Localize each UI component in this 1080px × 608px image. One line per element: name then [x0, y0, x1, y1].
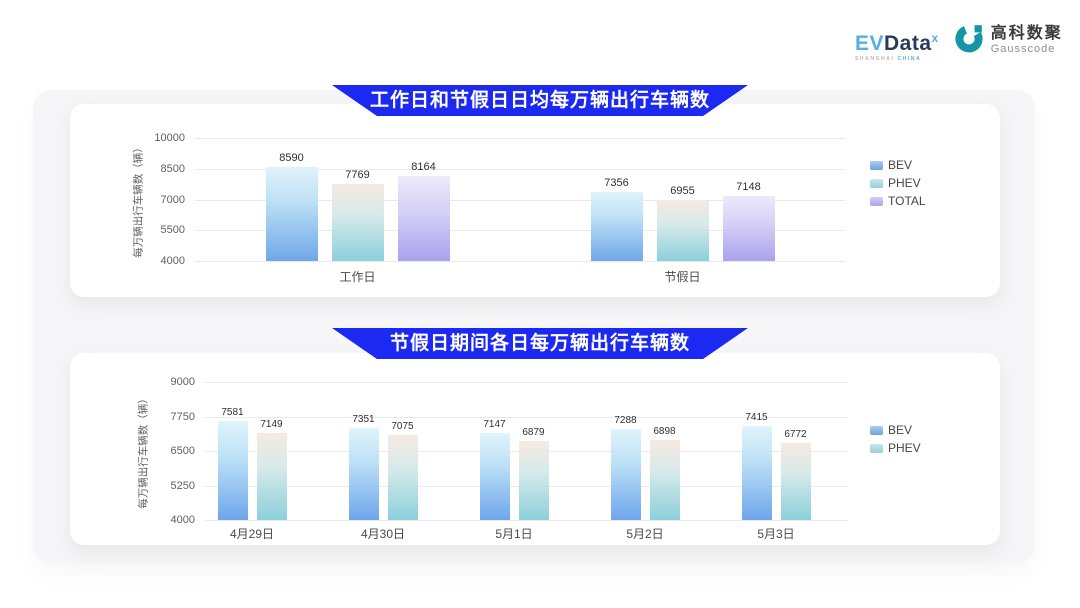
bar-value-label: 8590	[279, 151, 304, 164]
y-tick-label: 8500	[160, 162, 185, 175]
legend-item-total[interactable]: TOTAL	[870, 194, 926, 208]
bar-value-label: 7581	[221, 407, 244, 419]
gausscode-logo: 高科数聚 Gausscode	[953, 22, 1063, 59]
bar-value-label: 7147	[483, 419, 506, 431]
evdata-subtitle: SHANGHAI CHINA	[855, 56, 939, 62]
legend-label: BEV	[888, 158, 913, 172]
legend-label: TOTAL	[888, 194, 926, 208]
bar-value-label: 7148	[736, 181, 761, 194]
phev-bar[interactable]	[649, 440, 680, 520]
chart1-title-banner: 工作日和节假日日均每万辆出行车辆数	[332, 85, 748, 116]
legend-label: BEV	[888, 423, 913, 437]
header-logos: EVDatax SHANGHAI CHINA 高科数聚 Gausscode	[855, 22, 1063, 62]
gridline	[195, 168, 845, 170]
y-tick-label: 10000	[154, 132, 185, 144]
x-category-label: 节假日	[664, 270, 701, 284]
chart1-card: 4000 5500 7000 8500 10000 每万辆出行车辆数（辆） 8590 7769…	[70, 104, 1000, 297]
legend-swatch-phev	[870, 178, 883, 188]
gausscode-cn-name: 高科数聚	[990, 25, 1063, 42]
phev-bar[interactable]	[387, 435, 418, 520]
x-category-label: 5月1日	[495, 527, 533, 541]
bev-bar[interactable]	[265, 166, 318, 261]
y-tick-label: 7000	[160, 193, 185, 206]
phev-bar[interactable]	[331, 183, 384, 261]
y-tick-label: 5250	[170, 479, 195, 492]
y-tick-label: 9000	[170, 376, 195, 388]
bar-value-label: 6772	[784, 429, 807, 441]
gausscode-g-icon	[953, 22, 985, 59]
y-tick-label: 6500	[170, 445, 195, 457]
x-category-label: 5月3日	[757, 527, 795, 541]
phev-bar[interactable]	[518, 440, 549, 520]
chart2-card: 4000 5250 6500 7750 9000 每万辆出行车辆数（辆） 7581 7149 4…	[70, 353, 1000, 545]
legend-swatch-total	[870, 196, 883, 206]
y-axis-title: 每万辆出行车辆数（辆）	[132, 141, 145, 258]
evdata-subtitle-shanghai: SHANGHAI	[855, 56, 895, 62]
gridline	[195, 230, 845, 232]
chart2-title-banner: 节假日期间各日每万辆出行车辆数	[332, 328, 748, 359]
gridline	[205, 416, 848, 418]
bev-bar[interactable]	[610, 429, 641, 520]
legend-item-bev[interactable]: BEV	[870, 158, 926, 172]
bev-bar[interactable]	[590, 192, 643, 261]
phev-bar[interactable]	[256, 433, 287, 520]
bev-bar[interactable]	[741, 425, 772, 520]
gausscode-text: 高科数聚 Gausscode	[991, 25, 1063, 56]
total-bar[interactable]	[397, 175, 450, 261]
x-category-label: 4月29日	[229, 527, 275, 541]
y-axis-title: 每万辆出行车辆数（辆）	[137, 393, 150, 509]
phev-bar[interactable]	[780, 443, 811, 520]
bar-value-label: 7288	[614, 415, 637, 427]
y-tick-label: 4000	[160, 255, 185, 267]
bev-bar[interactable]	[479, 433, 510, 520]
x-category-label: 5月2日	[626, 527, 664, 541]
gridline	[195, 138, 845, 139]
phev-bar[interactable]	[656, 200, 709, 261]
bar-value-label: 6898	[653, 426, 676, 437]
bar-value-label: 7415	[745, 411, 768, 423]
legend-label: PHEV	[888, 176, 921, 190]
bev-bar[interactable]	[217, 421, 248, 520]
gridline	[195, 199, 845, 201]
x-category-label: 工作日	[339, 270, 376, 284]
evdata-wordmark: EVDatax	[855, 28, 939, 54]
evdata-sup-x: x	[931, 31, 939, 45]
legend-swatch-bev	[870, 425, 883, 435]
chart-legend: BEV PHEV	[870, 423, 921, 455]
bar-value-label: 7769	[345, 168, 370, 181]
y-tick-label: 7750	[170, 410, 195, 423]
legend-item-phev[interactable]: PHEV	[870, 441, 921, 455]
legend-label: PHEV	[888, 441, 921, 455]
gridline	[205, 520, 848, 521]
bar-value-label: 7351	[352, 413, 375, 425]
bar-value-label: 8164	[411, 160, 436, 173]
chart1-plot: 4000 5500 7000 8500 10000 每万辆出行车辆数（辆） 8590 7769…	[70, 104, 1000, 297]
gridline	[205, 382, 848, 383]
evdata-subtitle-china: CHINA	[897, 56, 922, 62]
chart2-title: 节假日期间各日每万辆出行车辆数	[389, 333, 690, 354]
bev-bar[interactable]	[348, 427, 379, 520]
total-bar[interactable]	[722, 196, 775, 261]
y-tick-label: 4000	[170, 514, 195, 526]
evdata-ev-text: EV	[855, 32, 885, 55]
evdata-data-text: Data	[884, 32, 932, 55]
bar-value-label: 7149	[260, 419, 283, 431]
legend-item-bev[interactable]: BEV	[870, 423, 921, 437]
gridline	[195, 261, 845, 262]
legend-swatch-bev	[870, 160, 883, 170]
bar-value-label: 6955	[670, 185, 695, 198]
chart2-plot: 4000 5250 6500 7750 9000 每万辆出行车辆数（辆） 7581 7149 4…	[70, 353, 1000, 545]
bar-value-label: 7075	[391, 421, 414, 433]
x-category-label: 4月30日	[360, 527, 406, 541]
legend-swatch-phev	[870, 443, 883, 453]
bar-value-label: 7356	[604, 177, 629, 190]
chart1-title: 工作日和节假日日均每万辆出行车辆数	[369, 90, 710, 111]
y-tick-label: 5500	[160, 224, 185, 237]
evdata-logo: EVDatax SHANGHAI CHINA	[855, 28, 939, 62]
chart-legend: BEV PHEV TOTAL	[870, 158, 926, 208]
bar-value-label: 6879	[522, 426, 545, 438]
gausscode-en-name: Gausscode	[990, 43, 1056, 55]
legend-item-phev[interactable]: PHEV	[870, 176, 926, 190]
